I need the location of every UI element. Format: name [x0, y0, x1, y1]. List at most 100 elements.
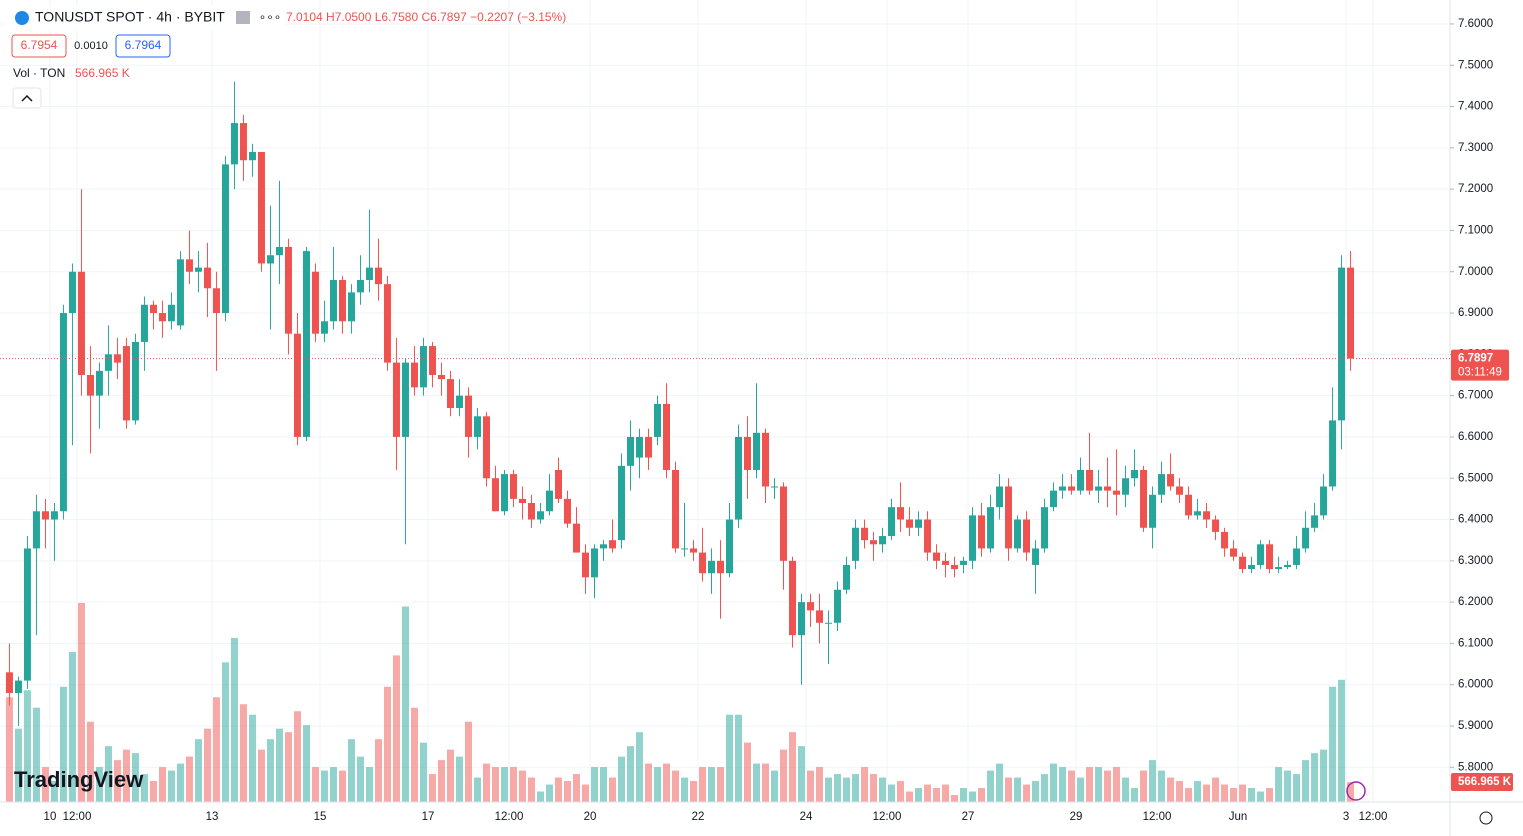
candle-body	[978, 515, 986, 549]
volume-bar	[554, 777, 562, 802]
volume-bar	[131, 753, 139, 802]
candle-body	[32, 511, 40, 549]
volume-bar	[158, 767, 166, 802]
volume-bar	[95, 767, 103, 802]
volume-bar	[527, 777, 535, 802]
volume-bar	[861, 767, 869, 802]
legend-bg	[4, 6, 285, 30]
volume-bar	[50, 781, 58, 802]
candle-body	[1194, 511, 1202, 516]
volume-bar	[86, 721, 94, 802]
candle-body	[131, 341, 139, 421]
volume-bar	[969, 791, 977, 802]
candle-body	[1005, 486, 1013, 549]
price-label-bg	[1451, 349, 1509, 381]
volume-bar	[1347, 782, 1355, 802]
flash-icon[interactable]	[1346, 781, 1366, 801]
candle-body	[707, 560, 715, 574]
volume-bar	[987, 770, 995, 802]
volume-bar	[924, 784, 932, 802]
candle-body	[843, 564, 851, 590]
volume-bar	[14, 728, 22, 802]
volume-bar	[1329, 686, 1337, 802]
candle-body	[1311, 515, 1319, 528]
volume-bar	[464, 721, 472, 802]
candle-body	[960, 560, 968, 565]
candle-body	[1014, 519, 1022, 549]
candle-body	[1059, 486, 1067, 491]
volume-bar	[1293, 774, 1301, 802]
volume-bar	[653, 767, 661, 802]
volume-bar	[419, 742, 427, 802]
y-tick-label: 6.4000	[1458, 514, 1493, 526]
vol-label: 566.965 K	[1458, 776, 1512, 788]
candle-body	[1149, 494, 1157, 528]
volume-bar	[374, 739, 382, 802]
candle-body	[1131, 469, 1139, 479]
volume-bar	[933, 788, 941, 802]
volume-bar	[807, 770, 815, 802]
y-tick-label: 5.9000	[1458, 720, 1493, 732]
volume-bar	[455, 756, 463, 802]
collapse-button[interactable]	[12, 87, 42, 109]
candle-body	[987, 507, 995, 549]
candle-body	[915, 519, 923, 528]
candle-body	[554, 469, 562, 499]
candle-body	[230, 123, 238, 165]
candle-body	[590, 548, 598, 578]
volume-bar	[680, 777, 688, 802]
candle-body	[852, 527, 860, 561]
candle-body	[356, 279, 364, 293]
candle-body	[996, 486, 1004, 508]
candle-body	[924, 519, 932, 553]
x-tick-label: 27	[962, 811, 975, 823]
candle-body	[1185, 494, 1193, 516]
volume-bar	[176, 763, 184, 802]
volume-bar	[1014, 777, 1022, 802]
volume-bar	[32, 707, 40, 802]
candle-body	[1329, 420, 1337, 487]
candle-body	[14, 680, 22, 693]
y-tick-label: 6.0000	[1458, 679, 1493, 691]
candle-body	[518, 498, 526, 504]
symbol: TONUSDT SPOT · 4h · BYBIT	[35, 9, 225, 25]
y-tick-label: 5.8000	[1458, 761, 1493, 773]
ask-box[interactable]	[115, 34, 171, 58]
more[interactable]: ∘∘∘	[259, 10, 282, 24]
volume-bar	[194, 739, 202, 802]
volume-bar	[1140, 770, 1148, 802]
volume-bar	[1311, 753, 1319, 802]
spread: 0.0010	[74, 40, 108, 52]
volume-bar	[707, 767, 715, 802]
vol-label-bg	[1451, 773, 1513, 791]
candle-body	[311, 271, 319, 334]
volume-bar	[1338, 679, 1346, 802]
volume-bar	[509, 767, 517, 802]
volume-bar	[1131, 788, 1139, 802]
volume-bar	[915, 788, 923, 802]
candle-body	[509, 474, 517, 499]
volume-bar	[626, 746, 634, 802]
volume-bar	[789, 732, 797, 802]
candle-body	[870, 540, 878, 545]
volume-bar	[1005, 777, 1013, 802]
volume-bar	[401, 606, 409, 802]
candle-body	[68, 271, 76, 314]
candle-body	[1221, 531, 1229, 549]
candle-body	[275, 246, 283, 256]
candle-body	[329, 279, 337, 322]
volume-bar	[113, 760, 121, 802]
volume-bar	[798, 746, 806, 802]
y-tick-label: 7.5000	[1458, 59, 1493, 71]
volume-bar	[5, 697, 13, 802]
bid-box[interactable]	[11, 34, 67, 58]
settings-icon[interactable]	[1479, 811, 1493, 825]
candle-body	[671, 469, 679, 549]
x-tick-label: 12:00	[873, 811, 902, 823]
candle-body	[158, 313, 166, 322]
candle-body	[437, 374, 445, 380]
volume-bar	[753, 763, 761, 802]
volume-bar	[1230, 788, 1238, 802]
candle-body	[257, 151, 265, 264]
y-tick-label: 7.4000	[1458, 101, 1493, 113]
